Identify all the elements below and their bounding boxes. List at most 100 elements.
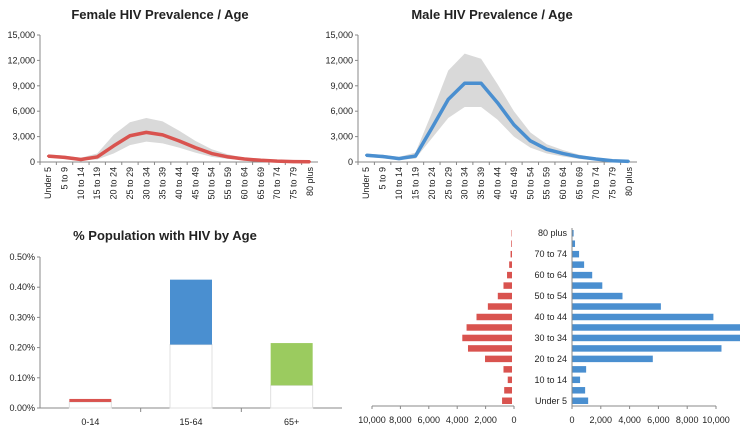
female-data-point	[259, 159, 262, 162]
pyramid-bar-male	[572, 313, 714, 321]
male-data-point	[479, 82, 483, 85]
pct-y-tick-label: 0.50%	[9, 252, 35, 262]
female-x-tick-label: 5 to 9	[60, 167, 70, 190]
pyramid-left-tick-label: 0	[511, 415, 516, 425]
female-y-tick-label: 15,000	[7, 30, 35, 40]
pct-y-tick-label: 0.00%	[9, 403, 35, 413]
pyramid-bar-female	[507, 271, 512, 279]
pyramid-right-tick-label: 8,000	[676, 415, 699, 425]
female-x-tick-label: 20 to 24	[109, 167, 119, 200]
female-data-point	[96, 155, 99, 159]
male-x-tick-label: 60 to 64	[558, 167, 568, 200]
male-x-tick-label: 65 to 69	[575, 167, 585, 200]
pyramid-bar-male	[572, 229, 574, 237]
pyramid-bar-female	[503, 282, 512, 289]
pyramid-right-tick-label: 0	[569, 415, 574, 425]
male-data-point	[381, 155, 384, 158]
female-x-tick-label: 35 to 39	[158, 167, 168, 200]
male-x-tick-label: 20 to 24	[427, 167, 437, 200]
female-y-tick-label: 0	[30, 157, 35, 167]
pyramid-category-label: 10 to 14	[534, 375, 567, 385]
male-x-tick-label: 75 to 79	[607, 167, 617, 200]
pct-bar-range	[270, 343, 313, 386]
pct-bar-range	[69, 398, 112, 402]
male-chart-title: Male HIV Prevalence / Age	[411, 7, 572, 22]
pyramid-bar-male	[572, 261, 585, 268]
male-y-tick-label: 12,000	[325, 55, 353, 65]
male-data-point	[594, 157, 598, 161]
pyramid-right-tick-label: 2,000	[590, 415, 613, 425]
male-x-tick-label: 50 to 54	[525, 167, 535, 200]
pct-x-tick-label: 65+	[284, 417, 299, 427]
male-data-point	[496, 101, 499, 104]
male-x-tick-label: Under 5	[361, 167, 371, 199]
male-data-point	[463, 82, 466, 85]
female-x-tick-label: 15 to 19	[92, 167, 102, 200]
female-data-point	[275, 159, 279, 163]
pyramid-bar-female	[487, 303, 512, 310]
pct-y-tick-label: 0.20%	[9, 343, 35, 353]
female-x-tick-label: 65 to 69	[256, 167, 266, 200]
pyramid-bar-male	[572, 376, 581, 384]
female-data-point	[308, 160, 312, 163]
male-x-tick-label: 80 plus	[624, 167, 634, 197]
female-data-point	[243, 157, 246, 161]
pyramid-bar-female	[476, 313, 512, 321]
pct-bar-range	[170, 279, 212, 345]
pct-y-tick-label: 0.40%	[9, 282, 35, 292]
pyramid-bar-female	[485, 355, 512, 363]
male-y-tick-label: 0	[348, 157, 353, 167]
female-x-tick-label: 55 to 59	[223, 167, 233, 200]
male-data-point	[627, 160, 630, 163]
female-data-point	[128, 134, 132, 137]
male-data-point	[397, 157, 401, 160]
female-data-point	[210, 152, 213, 155]
pyramid-bar-male	[572, 366, 587, 373]
pyramid-category-label: 20 to 24	[534, 354, 567, 364]
female-x-tick-label: 25 to 29	[125, 167, 135, 200]
pyramid-bar-male	[572, 240, 576, 247]
pyramid-bar-female	[467, 345, 512, 352]
male-uncertainty-band	[366, 53, 629, 162]
pct-bar-base	[270, 384, 314, 409]
pyramid-bar-female	[466, 324, 512, 331]
pyramid-bar-female	[509, 261, 512, 268]
pyramid-right-tick-label: 10,000	[702, 415, 730, 425]
pct-y-tick-label: 0.10%	[9, 373, 35, 383]
female-x-tick-label: 75 to 79	[288, 167, 298, 200]
pyramid-bar-male	[572, 397, 589, 405]
male-x-tick-label: 5 to 9	[378, 167, 388, 190]
pyramid-bar-male	[572, 324, 740, 331]
male-x-tick-label: 10 to 14	[394, 167, 404, 200]
female-data-point	[63, 156, 66, 159]
female-x-tick-label: 40 to 44	[174, 167, 184, 200]
male-data-point	[545, 148, 548, 151]
male-data-point	[611, 159, 614, 162]
female-data-point	[177, 139, 181, 143]
pyramid-bar-male	[572, 355, 653, 363]
pyramid-category-label: 80 plus	[538, 228, 568, 238]
female-x-tick-label: 30 to 34	[141, 167, 151, 200]
female-data-point	[46, 154, 50, 158]
male-data-point	[430, 126, 434, 130]
pyramid-category-label: Under 5	[535, 396, 567, 406]
female-data-point	[194, 146, 197, 149]
female-y-tick-label: 3,000	[12, 132, 35, 142]
female-data-point	[145, 131, 148, 134]
female-y-tick-label: 12,000	[7, 55, 35, 65]
male-x-tick-label: 15 to 19	[410, 167, 420, 200]
male-data-point	[561, 152, 565, 155]
pct-x-tick-label: 15-64	[179, 417, 202, 427]
pyramid-left-tick-label: 2,000	[474, 415, 497, 425]
pyramid-left-tick-label: 4,000	[446, 415, 469, 425]
pyramid-bar-male	[572, 387, 586, 394]
male-y-tick-label: 6,000	[330, 106, 353, 116]
pyramid-left-tick-label: 10,000	[358, 415, 386, 425]
pyramid-left-tick-label: 8,000	[389, 415, 412, 425]
pyramid-bar-female	[507, 376, 512, 384]
pyramid-bar-female	[497, 292, 512, 300]
pct-bar-base	[68, 401, 112, 409]
female-y-tick-label: 9,000	[12, 81, 35, 91]
pyramid-bar-female	[504, 387, 512, 394]
pyramid-bar-female	[511, 240, 512, 247]
